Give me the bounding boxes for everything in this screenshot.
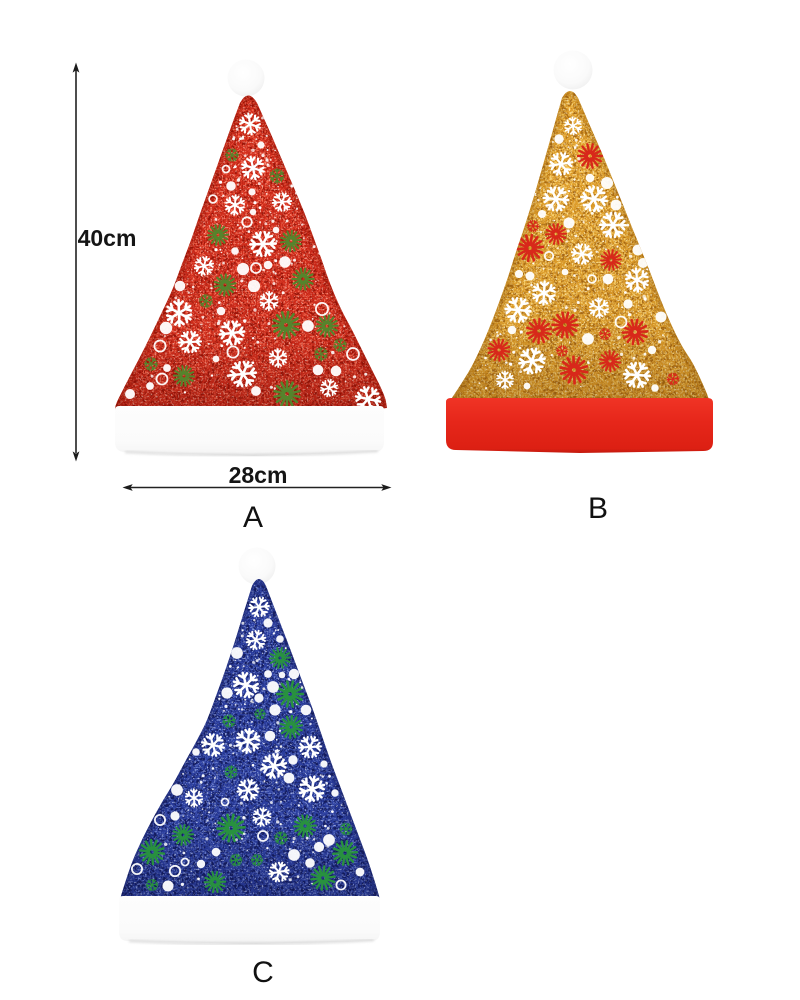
svg-text:A: A [243, 501, 263, 534]
svg-text:28cm: 28cm [229, 462, 288, 488]
svg-text:40cm: 40cm [78, 225, 137, 251]
svg-text:C: C [252, 956, 274, 989]
svg-text:B: B [588, 492, 608, 525]
